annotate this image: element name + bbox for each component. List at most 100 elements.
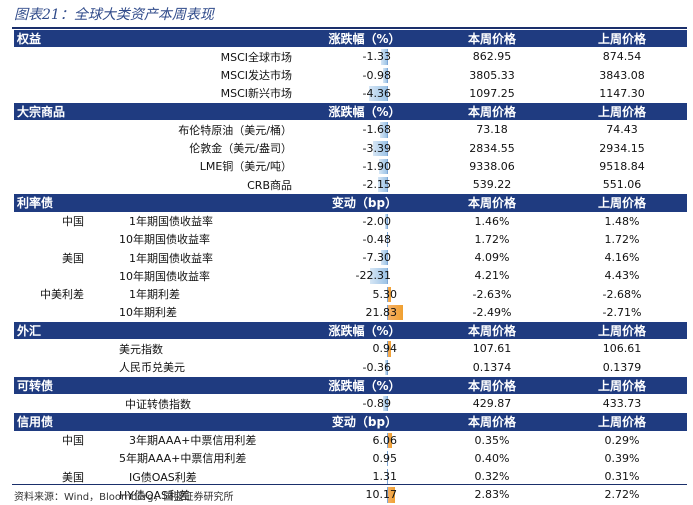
current-price-header: 本周价格 — [427, 322, 557, 340]
row-label-cell: 中证转债指数 — [14, 395, 302, 413]
change-cell: -0.98 — [302, 66, 427, 84]
previous-price: 0.29% — [557, 431, 687, 449]
current-price: 429.87 — [427, 395, 557, 413]
change-value: -4.36 — [363, 86, 391, 101]
previous-price: 2934.15 — [557, 139, 687, 157]
change-cell: 0.95 — [302, 449, 427, 467]
change-cell: -0.89 — [302, 395, 427, 413]
current-price-header: 本周价格 — [427, 413, 557, 431]
previous-price: 0.31% — [557, 468, 687, 486]
previous-price: 551.06 — [557, 176, 687, 194]
region-label: 中美利差 — [14, 286, 94, 302]
change-header: 变动（bp） — [302, 194, 427, 212]
row-label-cell: 美元指数 — [14, 340, 302, 358]
current-price-header: 本周价格 — [427, 376, 557, 394]
section-header: 权益涨跌幅（%）本周价格上周价格 — [14, 30, 687, 48]
previous-price-header: 上周价格 — [557, 103, 687, 121]
change-cell: -2.00 — [302, 212, 427, 230]
current-price: 1.72% — [427, 230, 557, 248]
change-cell: 5.30 — [302, 285, 427, 303]
current-price: 4.21% — [427, 267, 557, 285]
indicator-label: 10年期国债收益率 — [94, 231, 302, 247]
change-cell: 10.17 — [302, 486, 427, 504]
row-label-cell: 10年期国债收益率 — [14, 230, 302, 248]
current-price: 2834.55 — [427, 139, 557, 157]
previous-price: 1147.30 — [557, 84, 687, 102]
row-label-cell: 10年期国债收益率 — [14, 267, 302, 285]
change-header: 变动（bp） — [302, 413, 427, 431]
change-value: 6.06 — [373, 433, 398, 448]
indicator-label: 人民币兑美元 — [94, 359, 302, 375]
change-header: 涨跌幅（%） — [302, 103, 427, 121]
previous-price: -2.71% — [557, 303, 687, 321]
change-cell: 6.06 — [302, 431, 427, 449]
indicator-label: 1年期国债收益率 — [94, 213, 302, 229]
indicator-label: MSCI发达市场 — [14, 67, 302, 83]
change-value: 5.30 — [373, 287, 398, 302]
change-value: 1.31 — [373, 469, 398, 484]
indicator-label: 布伦特原油（美元/桶） — [14, 122, 302, 138]
indicator-label: 1年期国债收益率 — [94, 250, 302, 266]
change-cell: -7.30 — [302, 249, 427, 267]
change-value: -2.15 — [363, 177, 391, 192]
current-price: 3805.33 — [427, 66, 557, 84]
current-price: 0.32% — [427, 468, 557, 486]
section-title: 权益 — [14, 30, 302, 48]
row-label-cell: 10年期利差 — [14, 303, 302, 321]
row-label-cell: 人民币兑美元 — [14, 358, 302, 376]
section-header: 大宗商品涨跌幅（%）本周价格上周价格 — [14, 103, 687, 121]
change-value: -3.39 — [363, 141, 391, 156]
current-price: 2.83% — [427, 486, 557, 504]
current-price: -2.63% — [427, 285, 557, 303]
row-label-cell: MSCI发达市场 — [14, 66, 302, 84]
previous-price: 1.72% — [557, 230, 687, 248]
change-cell: 21.83 — [302, 303, 427, 321]
section-title: 利率债 — [14, 194, 302, 212]
row-label-cell: CRB商品 — [14, 176, 302, 194]
indicator-label: 1年期利差 — [94, 286, 302, 302]
indicator-label: MSCI全球市场 — [14, 49, 302, 65]
previous-price: 9518.84 — [557, 157, 687, 175]
section-header: 信用债变动（bp）本周价格上周价格 — [14, 413, 687, 431]
section-title: 信用债 — [14, 413, 302, 431]
indicator-label: 10年期利差 — [94, 304, 302, 320]
source-note: 资料来源：Wind，Bloomberg，国盛证券研究所 — [14, 488, 234, 503]
indicator-label: 5年期AAA+中票信用利差 — [94, 450, 302, 466]
indicator-label: 美元指数 — [94, 341, 302, 357]
indicator-label: 伦敦金（美元/盎司） — [14, 140, 302, 156]
indicator-label: 10年期国债收益率 — [94, 268, 302, 284]
current-price-header: 本周价格 — [427, 194, 557, 212]
change-value: -7.30 — [363, 250, 391, 265]
change-header: 涨跌幅（%） — [302, 322, 427, 340]
previous-price: 1.48% — [557, 212, 687, 230]
current-price: 1.46% — [427, 212, 557, 230]
change-cell: 0.94 — [302, 340, 427, 358]
previous-price: 3843.08 — [557, 66, 687, 84]
indicator-label: LME铜（美元/吨） — [14, 158, 302, 174]
indicator-label: MSCI新兴市场 — [14, 85, 302, 101]
figure-title: 图表21：全球大类资产本周表现 — [14, 4, 214, 24]
current-price: 4.09% — [427, 249, 557, 267]
previous-price: 0.39% — [557, 449, 687, 467]
change-value: 21.83 — [366, 305, 398, 320]
indicator-label: CRB商品 — [14, 177, 302, 193]
change-header: 涨跌幅（%） — [302, 30, 427, 48]
section-header: 可转债涨跌幅（%）本周价格上周价格 — [14, 376, 687, 394]
indicator-label: 中证转债指数 — [14, 396, 302, 412]
change-cell: -0.48 — [302, 230, 427, 248]
change-value: -2.00 — [363, 214, 391, 229]
previous-price: 0.1379 — [557, 358, 687, 376]
